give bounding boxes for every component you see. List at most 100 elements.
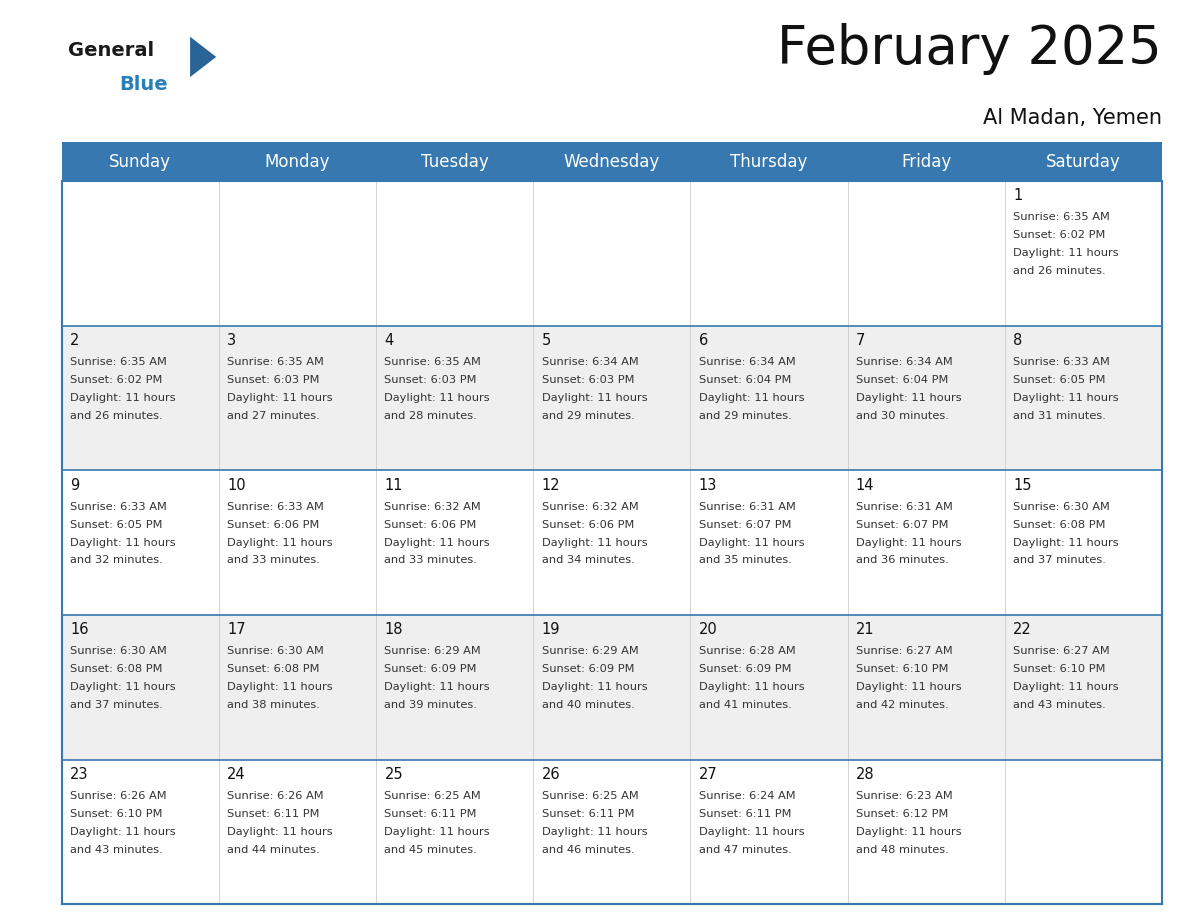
- Text: Daylight: 11 hours: Daylight: 11 hours: [227, 538, 333, 547]
- Text: Sunrise: 6:26 AM: Sunrise: 6:26 AM: [227, 791, 324, 801]
- Text: Daylight: 11 hours: Daylight: 11 hours: [385, 393, 489, 403]
- Text: Sunset: 6:02 PM: Sunset: 6:02 PM: [70, 375, 163, 385]
- Text: Sunset: 6:07 PM: Sunset: 6:07 PM: [699, 520, 791, 530]
- Text: Sunset: 6:07 PM: Sunset: 6:07 PM: [855, 520, 948, 530]
- Text: Daylight: 11 hours: Daylight: 11 hours: [1013, 248, 1119, 258]
- Text: Sunset: 6:06 PM: Sunset: 6:06 PM: [227, 520, 320, 530]
- Text: 6: 6: [699, 333, 708, 348]
- Text: Sunset: 6:08 PM: Sunset: 6:08 PM: [1013, 520, 1106, 530]
- Text: Daylight: 11 hours: Daylight: 11 hours: [542, 393, 647, 403]
- Text: and 47 minutes.: and 47 minutes.: [699, 845, 791, 855]
- Text: Daylight: 11 hours: Daylight: 11 hours: [855, 393, 961, 403]
- Text: 2: 2: [70, 333, 80, 348]
- Text: Friday: Friday: [901, 152, 952, 171]
- Text: Daylight: 11 hours: Daylight: 11 hours: [699, 538, 804, 547]
- Text: and 34 minutes.: and 34 minutes.: [542, 555, 634, 565]
- Text: 22: 22: [1013, 622, 1031, 637]
- Text: Sunset: 6:08 PM: Sunset: 6:08 PM: [227, 665, 320, 675]
- Text: and 41 minutes.: and 41 minutes.: [699, 700, 791, 711]
- Text: Daylight: 11 hours: Daylight: 11 hours: [855, 827, 961, 837]
- Text: Sunrise: 6:34 AM: Sunrise: 6:34 AM: [542, 357, 638, 367]
- Text: Sunrise: 6:25 AM: Sunrise: 6:25 AM: [542, 791, 638, 801]
- Text: and 40 minutes.: and 40 minutes.: [542, 700, 634, 711]
- Text: Sunset: 6:11 PM: Sunset: 6:11 PM: [542, 809, 634, 819]
- Text: Sunset: 6:10 PM: Sunset: 6:10 PM: [1013, 665, 1106, 675]
- Text: and 44 minutes.: and 44 minutes.: [227, 845, 320, 855]
- Text: Sunset: 6:06 PM: Sunset: 6:06 PM: [542, 520, 634, 530]
- Text: Sunset: 6:03 PM: Sunset: 6:03 PM: [542, 375, 634, 385]
- Bar: [62, 142, 1162, 181]
- Text: Monday: Monday: [265, 152, 330, 171]
- Text: Sunrise: 6:33 AM: Sunrise: 6:33 AM: [227, 502, 324, 511]
- Text: and 37 minutes.: and 37 minutes.: [70, 700, 163, 711]
- Text: Sunset: 6:08 PM: Sunset: 6:08 PM: [70, 665, 163, 675]
- Text: Daylight: 11 hours: Daylight: 11 hours: [1013, 393, 1119, 403]
- Text: Daylight: 11 hours: Daylight: 11 hours: [227, 827, 333, 837]
- Text: Sunrise: 6:31 AM: Sunrise: 6:31 AM: [699, 502, 796, 511]
- Text: Sunset: 6:09 PM: Sunset: 6:09 PM: [699, 665, 791, 675]
- Text: Sunset: 6:10 PM: Sunset: 6:10 PM: [70, 809, 163, 819]
- Text: Sunset: 6:03 PM: Sunset: 6:03 PM: [385, 375, 476, 385]
- Text: 12: 12: [542, 477, 561, 493]
- Text: 7: 7: [855, 333, 865, 348]
- Text: Sunrise: 6:35 AM: Sunrise: 6:35 AM: [1013, 212, 1110, 222]
- Text: Sunset: 6:11 PM: Sunset: 6:11 PM: [227, 809, 320, 819]
- Text: 25: 25: [385, 767, 403, 782]
- Text: Daylight: 11 hours: Daylight: 11 hours: [542, 538, 647, 547]
- Text: and 29 minutes.: and 29 minutes.: [542, 410, 634, 420]
- Text: Sunset: 6:10 PM: Sunset: 6:10 PM: [855, 665, 948, 675]
- Text: Sunset: 6:09 PM: Sunset: 6:09 PM: [385, 665, 476, 675]
- Text: Sunset: 6:06 PM: Sunset: 6:06 PM: [385, 520, 476, 530]
- Text: 20: 20: [699, 622, 718, 637]
- Text: General: General: [68, 41, 153, 61]
- Text: and 31 minutes.: and 31 minutes.: [1013, 410, 1106, 420]
- Text: Daylight: 11 hours: Daylight: 11 hours: [70, 682, 176, 692]
- Text: Sunrise: 6:35 AM: Sunrise: 6:35 AM: [385, 357, 481, 367]
- Text: Sunrise: 6:31 AM: Sunrise: 6:31 AM: [855, 502, 953, 511]
- Text: Daylight: 11 hours: Daylight: 11 hours: [70, 827, 176, 837]
- Text: 3: 3: [227, 333, 236, 348]
- Text: Sunrise: 6:35 AM: Sunrise: 6:35 AM: [227, 357, 324, 367]
- Text: Sunset: 6:04 PM: Sunset: 6:04 PM: [855, 375, 948, 385]
- Text: and 39 minutes.: and 39 minutes.: [385, 700, 478, 711]
- Text: Sunrise: 6:32 AM: Sunrise: 6:32 AM: [542, 502, 638, 511]
- Text: Sunset: 6:09 PM: Sunset: 6:09 PM: [542, 665, 634, 675]
- Text: Daylight: 11 hours: Daylight: 11 hours: [542, 682, 647, 692]
- Bar: [62, 759, 1162, 904]
- Text: Sunset: 6:02 PM: Sunset: 6:02 PM: [1013, 230, 1105, 241]
- Text: and 33 minutes.: and 33 minutes.: [385, 555, 478, 565]
- Text: 19: 19: [542, 622, 560, 637]
- Text: 26: 26: [542, 767, 561, 782]
- Text: and 38 minutes.: and 38 minutes.: [227, 700, 320, 711]
- Text: Sunset: 6:05 PM: Sunset: 6:05 PM: [1013, 375, 1106, 385]
- Text: Daylight: 11 hours: Daylight: 11 hours: [1013, 538, 1119, 547]
- Text: Al Madan, Yemen: Al Madan, Yemen: [982, 108, 1162, 129]
- Text: and 48 minutes.: and 48 minutes.: [855, 845, 949, 855]
- Text: and 33 minutes.: and 33 minutes.: [227, 555, 320, 565]
- Text: Sunset: 6:05 PM: Sunset: 6:05 PM: [70, 520, 163, 530]
- Text: and 30 minutes.: and 30 minutes.: [855, 410, 949, 420]
- Text: Saturday: Saturday: [1045, 152, 1120, 171]
- Text: Sunrise: 6:24 AM: Sunrise: 6:24 AM: [699, 791, 795, 801]
- Text: 13: 13: [699, 477, 718, 493]
- Text: Blue: Blue: [119, 75, 168, 95]
- Polygon shape: [190, 37, 216, 77]
- Text: Daylight: 11 hours: Daylight: 11 hours: [227, 393, 333, 403]
- Text: 1: 1: [1013, 188, 1023, 203]
- Text: Sunset: 6:11 PM: Sunset: 6:11 PM: [699, 809, 791, 819]
- Text: Wednesday: Wednesday: [563, 152, 661, 171]
- Text: Sunrise: 6:28 AM: Sunrise: 6:28 AM: [699, 646, 796, 656]
- Text: February 2025: February 2025: [777, 23, 1162, 75]
- Text: 21: 21: [855, 622, 874, 637]
- Text: Sunrise: 6:35 AM: Sunrise: 6:35 AM: [70, 357, 168, 367]
- Text: Daylight: 11 hours: Daylight: 11 hours: [1013, 682, 1119, 692]
- Text: Daylight: 11 hours: Daylight: 11 hours: [699, 393, 804, 403]
- Text: and 37 minutes.: and 37 minutes.: [1013, 555, 1106, 565]
- Text: Sunrise: 6:33 AM: Sunrise: 6:33 AM: [1013, 357, 1110, 367]
- Text: Sunset: 6:04 PM: Sunset: 6:04 PM: [699, 375, 791, 385]
- Text: 9: 9: [70, 477, 80, 493]
- Bar: [62, 181, 1162, 326]
- Text: Daylight: 11 hours: Daylight: 11 hours: [385, 538, 489, 547]
- Text: and 46 minutes.: and 46 minutes.: [542, 845, 634, 855]
- Text: 10: 10: [227, 477, 246, 493]
